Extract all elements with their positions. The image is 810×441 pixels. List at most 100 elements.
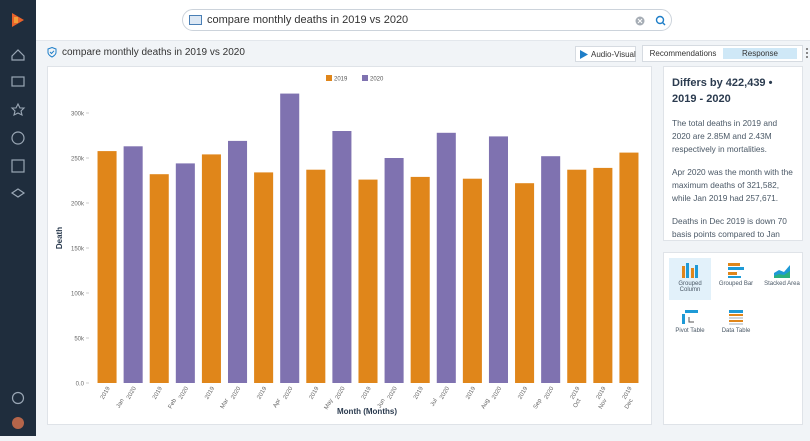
- bar: [410, 176, 430, 383]
- insight-text: The total deaths in 2019 and 2020 are 2.…: [672, 118, 778, 154]
- layers-icon[interactable]: [10, 188, 26, 198]
- bar: [201, 154, 221, 383]
- chart-panel: Death Month (Months) 0.0 50k 100k 150k 200k 2…: [47, 66, 652, 425]
- insight-text: Apr 2020 was the month with the maximum …: [672, 167, 793, 203]
- favorites-icon[interactable]: [10, 102, 26, 117]
- play-icon: [580, 50, 588, 59]
- search-box[interactable]: compare monthly deaths in 2019 vs 2020: [182, 9, 672, 31]
- legend-label: 2019: [334, 77, 348, 83]
- x-subtick-label: 2020: [126, 385, 138, 400]
- x-subtick-label: 2019: [413, 385, 425, 400]
- y-tick-label: 200k: [71, 202, 85, 208]
- bar: [123, 146, 143, 383]
- chart-type-option[interactable]: Grouped Column: [669, 258, 711, 300]
- x-subtick-label: 2019: [596, 385, 608, 400]
- x-tick-label: Mar: [220, 398, 230, 410]
- chart-type-label: Stacked Area: [764, 281, 800, 287]
- x-tick-label: Aug: [481, 398, 492, 410]
- dashboard-icon[interactable]: [11, 159, 25, 173]
- x-tick-label: Apr: [273, 398, 283, 409]
- history-icon[interactable]: [11, 131, 25, 145]
- chart-type-option[interactable]: Data Table: [715, 305, 757, 347]
- bar: [619, 152, 639, 383]
- x-tick-label: Jul: [430, 398, 439, 408]
- x-subtick-label: 2019: [256, 385, 268, 400]
- insight-panel: Differs by 422,439 • 2019 - 2020 The tot…: [663, 66, 803, 241]
- bar: [306, 169, 326, 383]
- bar: [332, 131, 352, 383]
- y-tick-label: 100k: [71, 292, 85, 298]
- bar: [515, 183, 535, 383]
- sidebar-icons: [10, 13, 26, 429]
- legend-label: 2020: [370, 77, 384, 83]
- bar: [97, 151, 117, 383]
- x-subtick-label: 2019: [100, 385, 112, 400]
- x-tick-label: Jan: [116, 398, 126, 409]
- x-subtick-label: 2020: [491, 385, 503, 400]
- x-subtick-label: 2020: [230, 385, 242, 400]
- x-tick-label: Sep: [533, 397, 544, 410]
- logo-mark: [14, 17, 18, 23]
- bar: [149, 174, 169, 383]
- legend-swatch: [326, 75, 332, 81]
- bar: [488, 136, 509, 383]
- y-tick-label: 250k: [71, 157, 85, 163]
- tab-active[interactable]: Response: [723, 48, 797, 59]
- more-menu[interactable]: [805, 47, 809, 59]
- bar: [436, 132, 456, 383]
- tabs: Recommendations Response: [642, 45, 803, 62]
- chart-type-option[interactable]: Stacked Area: [759, 258, 805, 300]
- search-text: compare monthly deaths in 2019 vs 2020: [207, 14, 409, 26]
- avatar[interactable]: [12, 417, 24, 429]
- x-subtick-label: 2020: [335, 385, 347, 400]
- chart-type-panel: Grouped Column Grouped Bar Stacked Area …: [663, 252, 803, 425]
- y-tick-label: 0.0: [76, 382, 85, 388]
- y-axis-title: Death: [55, 227, 64, 249]
- chart-type-label: Grouped Column: [678, 281, 702, 293]
- chart-type-label: Grouped Bar: [718, 281, 754, 287]
- chart-type-option[interactable]: Pivot Table: [669, 305, 711, 347]
- x-subtick-label: 2019: [465, 385, 477, 400]
- chart-type-label: Data Table: [721, 328, 751, 334]
- audio-visual-button[interactable]: Audio-Visual: [575, 46, 636, 62]
- info-icon[interactable]: [11, 391, 25, 405]
- y-tick-label: 150k: [71, 247, 85, 253]
- bar: [567, 169, 587, 383]
- question-title: compare monthly deaths in 2019 vs 2020: [62, 47, 245, 58]
- x-subtick-label: 2019: [517, 385, 529, 400]
- y-tick-label: 50k: [74, 337, 85, 343]
- insight-title: Differs by 422,439 • 2019 - 2020: [672, 77, 773, 105]
- x-subtick-label: 2019: [622, 385, 634, 400]
- x-subtick-label: 2019: [309, 385, 321, 400]
- bar: [254, 172, 274, 383]
- home-icon[interactable]: [11, 49, 25, 61]
- verified-icon: [47, 47, 57, 58]
- x-tick-label: Nov: [598, 398, 609, 410]
- x-subtick-label: 2020: [178, 385, 190, 400]
- bar: [175, 163, 195, 383]
- chart-type-option[interactable]: Grouped Bar: [715, 258, 757, 300]
- stacked-area-icon: [774, 265, 790, 278]
- x-subtick-label: 2020: [544, 385, 556, 400]
- answers-icon[interactable]: [11, 76, 25, 87]
- insight-text: Deaths in Dec 2019 is down 70 basis poin…: [672, 216, 787, 239]
- x-tick-label: Jun: [377, 398, 387, 409]
- bar: [280, 93, 300, 383]
- bar: [227, 140, 248, 383]
- x-tick-label: Feb: [168, 397, 179, 410]
- bar: [541, 156, 561, 383]
- tab[interactable]: Recommendations: [649, 49, 717, 58]
- x-subtick-label: 2020: [439, 385, 451, 400]
- search-button[interactable]: [655, 15, 665, 25]
- sidebar: [0, 0, 36, 436]
- legend-swatch: [362, 75, 368, 81]
- x-tick-label: Dec: [624, 398, 635, 410]
- data-table-icon: [729, 310, 743, 325]
- x-tick-label: Oct: [573, 398, 583, 409]
- x-axis-title: Month (Months): [337, 407, 397, 416]
- bar: [462, 178, 482, 383]
- search-type-icon: [189, 15, 202, 25]
- search-actions: [635, 15, 666, 26]
- x-subtick-label: 2019: [570, 385, 582, 400]
